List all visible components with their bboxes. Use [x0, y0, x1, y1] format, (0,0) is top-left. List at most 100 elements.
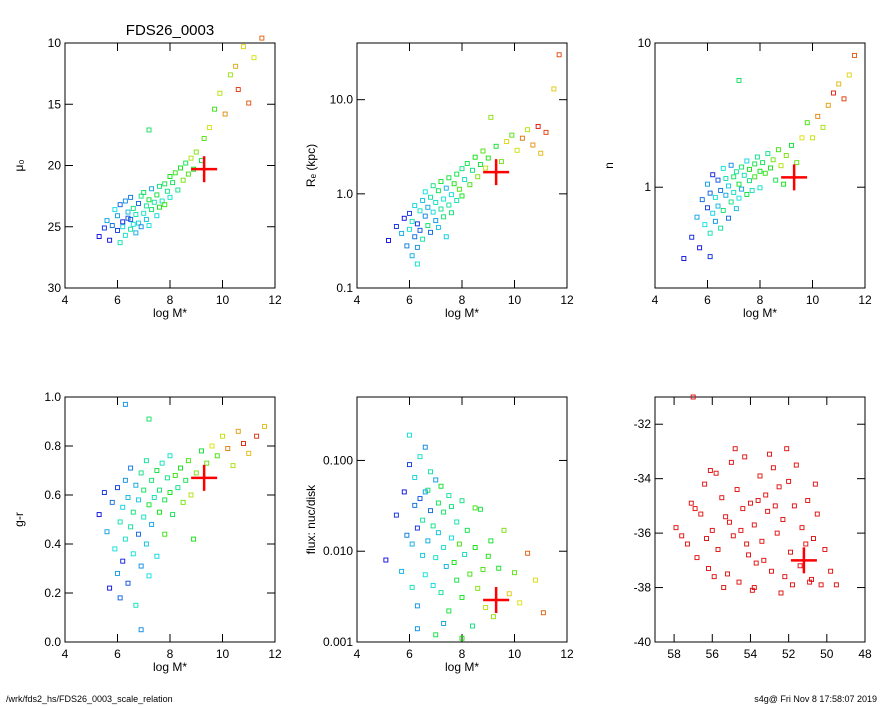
data-point	[485, 553, 491, 559]
data-point	[477, 506, 483, 512]
data-point	[713, 470, 719, 476]
data-point	[721, 585, 727, 591]
data-point	[731, 189, 737, 195]
y-tick-label: 0.100	[323, 453, 353, 467]
data-point	[149, 477, 155, 483]
data-point	[815, 113, 821, 119]
data-point	[784, 446, 790, 452]
data-point	[417, 227, 423, 233]
data-point	[235, 87, 241, 93]
data-point	[399, 568, 405, 574]
data-point	[109, 223, 115, 228]
x-tick-label: 10	[216, 293, 230, 307]
data-point	[407, 226, 412, 232]
data-point	[805, 497, 811, 503]
data-point	[820, 124, 826, 130]
x-axis-label: log M*	[153, 660, 187, 674]
data-point	[747, 178, 752, 184]
data-point	[206, 125, 212, 130]
data-point	[535, 123, 541, 129]
data-point	[425, 538, 431, 544]
points	[96, 35, 265, 246]
data-point	[803, 541, 809, 547]
data-point	[768, 165, 773, 171]
data-point	[136, 497, 141, 503]
data-point	[130, 509, 136, 515]
data-point	[430, 209, 436, 215]
data-point	[763, 492, 769, 498]
data-point	[138, 193, 144, 199]
data-point	[188, 155, 194, 161]
data-point	[214, 453, 220, 459]
x-tick-label: 8	[757, 293, 764, 307]
data-point	[443, 563, 449, 569]
data-point	[170, 512, 176, 518]
data-point	[799, 525, 805, 531]
data-point	[755, 497, 761, 503]
data-point	[138, 224, 144, 230]
data-point	[709, 527, 715, 533]
data-point	[472, 154, 478, 160]
data-point	[698, 511, 704, 517]
data-point	[833, 582, 839, 588]
data-point	[420, 517, 426, 523]
data-point	[757, 168, 763, 174]
data-point	[433, 632, 439, 638]
data-point	[414, 261, 420, 267]
data-point	[433, 477, 439, 483]
data-point	[164, 188, 170, 194]
data-point	[225, 446, 231, 451]
panel-2: 4 6 8 10 12 0.1 1.0 10.0 log M* Rₑ (kpc)	[304, 42, 574, 320]
data-point	[715, 546, 721, 552]
data-point	[136, 220, 141, 226]
data-point	[262, 423, 267, 429]
data-point	[151, 199, 157, 205]
data-point	[483, 605, 489, 610]
plot-frame	[64, 396, 276, 643]
data-point	[711, 574, 717, 580]
data-point	[438, 206, 444, 212]
data-point	[141, 514, 147, 520]
y-tick-label: 1.0	[336, 187, 353, 201]
data-point	[143, 203, 149, 209]
data-point	[765, 151, 771, 157]
x-tick-label: 10	[806, 293, 820, 307]
footer-path: /wrk/fds2_hs/FDS26_0003_scale_relation	[6, 694, 173, 704]
data-point	[734, 487, 740, 493]
data-point	[530, 142, 536, 148]
data-point	[101, 225, 107, 231]
data-point	[233, 63, 239, 69]
data-point	[162, 531, 168, 537]
data-point	[425, 223, 431, 229]
y-tick-label: 0.4	[44, 537, 61, 551]
data-point	[464, 527, 470, 533]
data-point	[122, 198, 128, 204]
data-point	[776, 484, 782, 490]
data-point	[697, 245, 703, 251]
data-point	[692, 506, 698, 512]
plot-frame	[64, 42, 276, 289]
x-tick-label: 4	[62, 647, 69, 661]
data-point	[414, 626, 420, 632]
data-point	[449, 192, 454, 198]
data-point	[433, 555, 439, 561]
plot-frame	[356, 396, 568, 643]
x-tick-label: 8	[459, 293, 466, 307]
data-point	[540, 610, 546, 616]
y-axis-label: flux: nuc/disk	[304, 484, 318, 554]
data-point	[241, 44, 246, 50]
data-point	[761, 557, 767, 563]
data-point	[412, 474, 418, 480]
data-point	[459, 635, 465, 641]
data-point	[788, 549, 793, 555]
data-point	[828, 568, 834, 574]
data-point	[125, 209, 131, 215]
data-point	[449, 210, 454, 216]
data-point	[757, 185, 763, 191]
data-point	[751, 585, 757, 591]
data-point	[780, 517, 786, 522]
data-point	[107, 585, 113, 591]
data-point	[736, 181, 742, 187]
data-point	[477, 162, 483, 167]
data-point	[718, 225, 724, 231]
